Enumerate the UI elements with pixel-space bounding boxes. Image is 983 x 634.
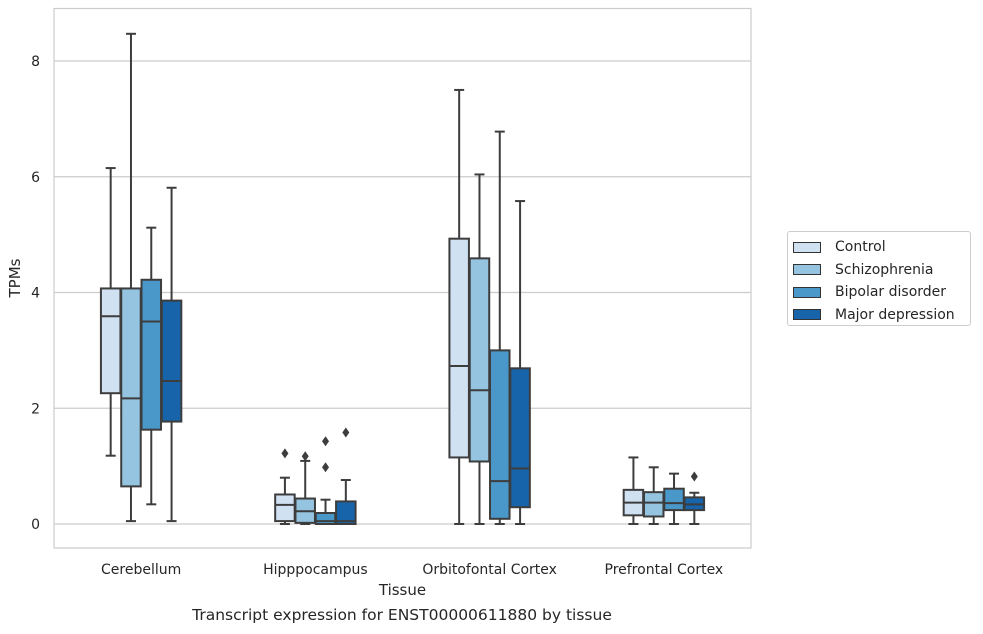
box-schizophrenia [642,466,665,525]
legend-label: Schizophrenia [835,261,934,278]
box-series-group [99,32,706,525]
x-tick-label: Prefrontal Cortex [605,562,724,578]
y-tick-label: 2 [31,401,40,417]
box-control [99,167,122,457]
outlier-point [301,451,309,462]
box-bipolar-disorder [140,226,163,506]
plot-frame [53,7,752,549]
y-axis-label: TPMs [6,258,24,298]
legend-item: Bipolar disorder [792,281,970,304]
box-control [622,456,645,525]
box-iqr [663,487,685,512]
box-control [448,88,470,525]
legend: Control Schizophrenia Bipolar disorder Majo… [787,231,971,326]
legend-swatch [793,309,821,321]
legend-label: Bipolar disorder [835,284,947,301]
box-iqr [314,512,337,525]
box-iqr [448,237,470,459]
chart-caption: Transcript expression for ENST0000061188… [192,606,612,624]
box-iqr [99,287,122,395]
box-major-depression [509,200,531,525]
box-schizophrenia [468,173,491,525]
outlier-point [322,462,330,473]
outlier-point [690,471,698,482]
legend-label: Major depression [835,306,955,323]
x-tick-label: Cerebellum [101,562,181,578]
legend-swatch [793,286,821,298]
box-iqr [335,500,357,525]
box-bipolar-disorder [314,436,337,525]
box-schizophrenia [294,451,316,525]
outlier-point [342,427,350,438]
legend-swatch [793,264,821,276]
box-iqr [274,493,296,523]
outlier-point [281,448,289,459]
box-bipolar-disorder [663,472,685,525]
y-tick-labels: 0 2 4 6 8 [31,54,40,533]
box-major-depression [335,427,357,525]
box-iqr [468,257,491,463]
x-tick-labels: Cerebellum Hipppocampus Orbitofontal Corte… [101,562,723,578]
legend-item: Control [792,236,970,259]
x-tick-label: Orbitofontal Cortex [422,562,557,578]
box-control [274,448,296,525]
legend-item: Schizophrenia [792,259,970,282]
box-major-depression [683,471,706,525]
legend-item: Major depression [792,304,970,327]
y-tick-label: 4 [31,286,40,302]
y-tick-label: 8 [31,54,40,70]
y-tick-label: 6 [31,170,40,186]
box-iqr [642,491,665,518]
outlier-point [322,436,330,447]
box-bipolar-disorder [489,130,511,525]
x-tick-label: Hipppocampus [263,562,368,578]
box-iqr [140,278,163,431]
box-iqr [489,349,511,520]
legend-label: Control [835,239,886,256]
box-major-depression [160,186,183,523]
box-iqr [120,287,142,488]
y-tick-label: 0 [31,517,40,533]
box-iqr [160,299,183,423]
box-schizophrenia [120,32,142,523]
box-iqr [509,367,531,509]
legend-swatch [793,241,821,253]
x-axis-label: Tissue [378,581,426,599]
